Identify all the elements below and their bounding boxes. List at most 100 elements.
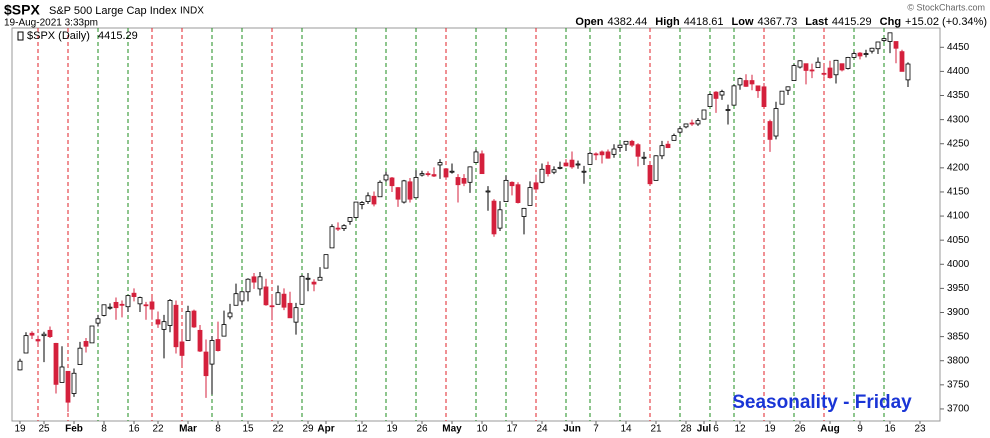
x-tick-label: 15 — [242, 424, 254, 435]
friday-lines — [37, 28, 885, 421]
x-tick-label: Mar — [179, 424, 197, 435]
annotation: Seasonality - Friday — [732, 392, 912, 413]
y-tick-label: 4000 — [947, 259, 970, 270]
candle-body — [23, 335, 29, 354]
candle-body — [65, 370, 71, 403]
candle-body — [281, 293, 287, 308]
candle-body — [809, 69, 815, 72]
candle-body — [41, 333, 47, 337]
legend-icon — [17, 31, 24, 41]
candle-body — [407, 181, 413, 200]
candle-body — [707, 94, 713, 107]
candle-body — [845, 57, 851, 69]
y-tick-label: 4050 — [947, 235, 970, 246]
x-tick-label: 17 — [506, 424, 518, 435]
candle-body — [143, 304, 149, 307]
candle-body — [683, 123, 689, 128]
x-tick-label: 19 — [764, 424, 776, 435]
x-tick-label: Feb — [65, 424, 83, 435]
y-tick-label: 3800 — [947, 355, 970, 366]
x-tick-label: 8 — [101, 424, 107, 435]
label: Chg — [880, 16, 901, 28]
date: 19-Aug-2021 3:33pm — [4, 18, 98, 29]
y-tick-label: 4350 — [947, 90, 970, 101]
candle-body — [203, 351, 209, 377]
candle-body — [779, 90, 785, 105]
candle-body — [365, 195, 371, 202]
candle-body — [863, 53, 869, 55]
candle-body — [719, 91, 725, 96]
candle-body — [107, 306, 113, 309]
candle-body — [545, 165, 551, 175]
x-tick-label: 14 — [620, 424, 632, 435]
candle-body — [215, 339, 221, 351]
candle-body — [497, 209, 503, 229]
candle-body — [329, 226, 335, 249]
candle-body — [569, 159, 575, 168]
candle-body — [95, 318, 101, 324]
exchange: INDX — [180, 6, 204, 17]
x-tick-label: May — [442, 424, 462, 435]
candle-body — [737, 78, 743, 86]
candle-body — [287, 302, 293, 319]
candle-body — [299, 275, 305, 305]
candle-body — [647, 165, 653, 185]
x-tick-label: 22 — [152, 424, 164, 435]
candle-body — [785, 86, 791, 91]
candle-body — [395, 187, 401, 200]
candle-body — [611, 148, 617, 155]
label: Low — [732, 16, 754, 28]
candle-body — [485, 190, 491, 193]
candle-body — [35, 339, 41, 342]
candle-body — [749, 80, 755, 85]
candle-body — [857, 52, 863, 57]
y-tick-label: 3900 — [947, 307, 970, 318]
x-tick-label: 25 — [38, 424, 50, 435]
candle-body — [629, 140, 635, 146]
candle-body — [425, 173, 431, 176]
candle-body — [419, 173, 425, 176]
candle-body — [503, 179, 509, 202]
x-tick-label: 23 — [914, 424, 926, 435]
candle-body — [29, 332, 35, 336]
candle-body — [527, 187, 533, 206]
y-tick-label: 4250 — [947, 138, 970, 149]
x-tick-label: 8 — [215, 424, 221, 435]
candle-body — [245, 278, 251, 293]
candle-body — [449, 170, 455, 173]
candle-body — [875, 41, 881, 50]
candle-body — [479, 153, 485, 175]
candle-body — [689, 122, 695, 125]
candle-body — [173, 304, 179, 348]
x-tick-label: 26 — [416, 424, 428, 435]
x-tick-label: 29 — [302, 424, 314, 435]
y-tick-label: 4300 — [947, 114, 970, 125]
y-tick-label: 4150 — [947, 187, 970, 198]
candle-body — [677, 128, 683, 133]
candle-body — [839, 63, 845, 71]
legend-name: $SPX (Daily) — [27, 30, 90, 42]
candle-body — [197, 329, 203, 352]
candle-body — [869, 47, 875, 52]
label: Last — [805, 16, 828, 28]
candle-body — [389, 177, 395, 187]
candle-body — [335, 227, 341, 230]
candle-body — [791, 65, 797, 81]
candle-body — [305, 277, 311, 280]
candle-body — [665, 143, 671, 148]
candle-body — [851, 53, 857, 58]
value: 4382.44 — [608, 16, 648, 28]
candle-body — [443, 168, 449, 178]
x-tick-label: 19 — [386, 424, 398, 435]
candle-body — [731, 85, 737, 106]
quote-header: Open 4382.44 High 4418.61 Low 4367.73 Last 4415… — [575, 16, 987, 28]
x-tick-label: 9 — [857, 424, 863, 435]
candle-body — [461, 178, 467, 184]
y-tick-label: 4200 — [947, 162, 970, 173]
candle-body — [269, 305, 275, 308]
candle-body — [713, 91, 719, 99]
candles — [17, 32, 911, 412]
candle-body — [239, 291, 245, 302]
candle-body — [161, 321, 167, 330]
candle-body — [293, 307, 299, 323]
